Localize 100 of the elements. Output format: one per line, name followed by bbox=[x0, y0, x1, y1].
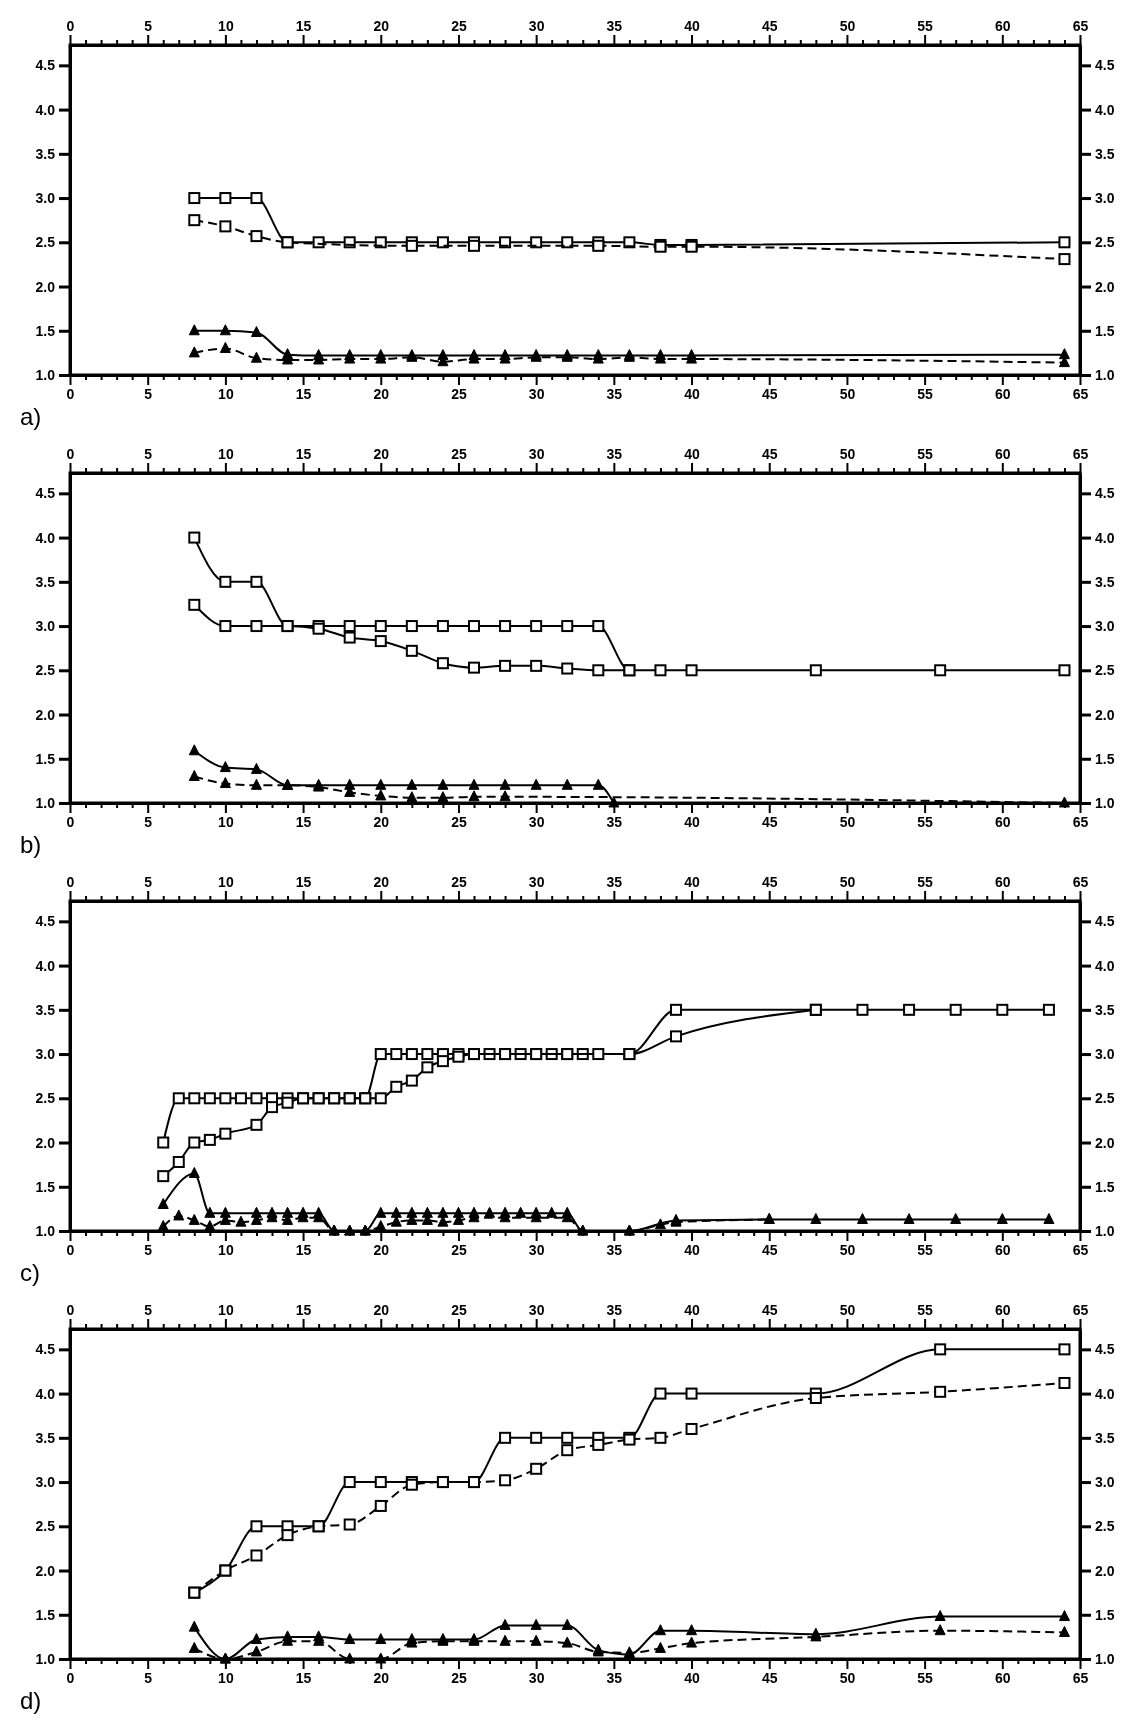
x2-tick-label: 35 bbox=[606, 874, 623, 890]
x-tick-label: 40 bbox=[684, 385, 701, 402]
x2-tick-label: 40 bbox=[684, 874, 701, 890]
y2-tick-label: 3.0 bbox=[1095, 618, 1115, 635]
y-tick-label: 1.0 bbox=[35, 794, 56, 811]
y2-tick-label: 4.5 bbox=[1095, 57, 1115, 74]
y-tick-label: 2.5 bbox=[35, 662, 56, 679]
y-tick-label: 3.5 bbox=[35, 1001, 56, 1018]
y2-tick-label: 3.5 bbox=[1095, 573, 1115, 590]
x2-tick-label: 50 bbox=[839, 1302, 856, 1318]
x2-tick-label: 65 bbox=[1072, 18, 1089, 34]
y2-tick-label: 1.0 bbox=[1095, 1222, 1115, 1239]
x-tick-label: 60 bbox=[995, 1669, 1011, 1686]
y-tick-label: 4.5 bbox=[35, 913, 56, 930]
x2-tick-label: 50 bbox=[839, 18, 856, 34]
x2-tick-label: 45 bbox=[761, 446, 778, 462]
x2-tick-label: 35 bbox=[606, 446, 623, 462]
y-tick-label: 3.0 bbox=[35, 1474, 56, 1491]
x2-tick-label: 30 bbox=[528, 874, 545, 890]
x2-tick-label: 30 bbox=[528, 18, 545, 34]
x-tick-label: 20 bbox=[373, 385, 390, 402]
y2-tick-label: 2.0 bbox=[1095, 1562, 1115, 1579]
x-tick-label: 35 bbox=[606, 1241, 623, 1258]
x-tick-label: 20 bbox=[373, 813, 390, 830]
x2-tick-label: 0 bbox=[66, 446, 75, 462]
x2-tick-label: 5 bbox=[144, 1302, 153, 1318]
y2-tick-label: 4.0 bbox=[1095, 529, 1115, 546]
x-tick-label: 55 bbox=[917, 1241, 934, 1258]
x2-tick-label: 25 bbox=[451, 1302, 467, 1318]
x-tick-label: 65 bbox=[1072, 1241, 1089, 1258]
x-tick-label: 50 bbox=[839, 1669, 856, 1686]
x2-tick-label: 10 bbox=[218, 874, 234, 890]
y2-tick-label: 3.0 bbox=[1095, 190, 1115, 207]
x-tick-label: 10 bbox=[218, 1241, 234, 1258]
x2-tick-label: 45 bbox=[761, 18, 778, 34]
y-tick-label: 3.0 bbox=[35, 1046, 56, 1063]
y-tick-label: 2.0 bbox=[35, 278, 56, 295]
x2-tick-label: 10 bbox=[218, 18, 234, 34]
y2-tick-label: 4.0 bbox=[1095, 101, 1115, 118]
x-tick-label: 45 bbox=[761, 813, 778, 830]
x-tick-label: 60 bbox=[995, 813, 1011, 830]
x2-tick-label: 60 bbox=[995, 1302, 1011, 1318]
y2-tick-label: 2.5 bbox=[1095, 234, 1115, 251]
y2-tick-label: 3.0 bbox=[1095, 1474, 1115, 1491]
x-tick-label: 30 bbox=[528, 385, 545, 402]
x-tick-label: 35 bbox=[606, 813, 623, 830]
y-tick-label: 1.0 bbox=[35, 1650, 56, 1667]
y-tick-label: 2.5 bbox=[35, 234, 56, 251]
y-tick-label: 4.0 bbox=[35, 957, 56, 974]
x2-tick-label: 55 bbox=[917, 446, 934, 462]
y2-tick-label: 1.5 bbox=[1095, 1178, 1115, 1195]
y-tick-label: 4.5 bbox=[35, 57, 56, 74]
y-tick-label: 1.0 bbox=[35, 366, 56, 383]
text: a) bbox=[20, 403, 42, 430]
y2-tick-label: 3.5 bbox=[1095, 145, 1115, 162]
x2-tick-label: 0 bbox=[66, 874, 75, 890]
x2-tick-label: 50 bbox=[839, 874, 856, 890]
y-tick-label: 4.5 bbox=[35, 1341, 56, 1358]
x-tick-label: 25 bbox=[451, 1241, 467, 1258]
x-tick-label: 55 bbox=[917, 385, 934, 402]
x-tick-label: 35 bbox=[606, 1669, 623, 1686]
y-tick-label: 2.0 bbox=[35, 1134, 56, 1151]
x2-tick-label: 20 bbox=[373, 18, 390, 34]
x2-tick-label: 30 bbox=[528, 446, 545, 462]
x2-tick-label: 40 bbox=[684, 1302, 701, 1318]
x-tick-label: 45 bbox=[761, 1241, 778, 1258]
y-tick-label: 2.5 bbox=[35, 1090, 56, 1107]
x2-tick-label: 5 bbox=[144, 18, 153, 34]
x-tick-label: 0 bbox=[66, 385, 75, 402]
y-tick-label: 3.5 bbox=[35, 145, 56, 162]
x2-tick-label: 60 bbox=[995, 446, 1011, 462]
x2-tick-label: 15 bbox=[295, 1302, 312, 1318]
x-tick-label: 45 bbox=[761, 385, 778, 402]
x2-tick-label: 15 bbox=[295, 18, 312, 34]
y-tick-label: 1.5 bbox=[35, 1178, 56, 1195]
x-tick-label: 40 bbox=[684, 1669, 701, 1686]
x-tick-label: 10 bbox=[218, 385, 234, 402]
x2-tick-label: 0 bbox=[66, 18, 75, 34]
x-tick-label: 25 bbox=[451, 385, 467, 402]
text: c) bbox=[20, 1259, 40, 1286]
x2-tick-label: 40 bbox=[684, 446, 701, 462]
x-tick-label: 5 bbox=[144, 1669, 153, 1686]
x-tick-label: 0 bbox=[66, 1241, 75, 1258]
y-tick-label: 1.5 bbox=[35, 750, 56, 767]
x2-tick-label: 55 bbox=[917, 874, 934, 890]
y-tick-label: 4.0 bbox=[35, 1385, 56, 1402]
y-tick-label: 4.5 bbox=[35, 485, 56, 502]
y2-tick-label: 2.0 bbox=[1095, 1134, 1115, 1151]
x-tick-label: 35 bbox=[606, 385, 623, 402]
y2-tick-label: 2.5 bbox=[1095, 1090, 1115, 1107]
y2-tick-label: 4.5 bbox=[1095, 1341, 1115, 1358]
x-tick-label: 25 bbox=[451, 813, 467, 830]
y2-tick-label: 2.5 bbox=[1095, 662, 1115, 679]
y-tick-label: 2.0 bbox=[35, 1562, 56, 1579]
y-tick-label: 1.0 bbox=[35, 1222, 56, 1239]
x-tick-label: 45 bbox=[761, 1669, 778, 1686]
x-tick-label: 10 bbox=[218, 813, 234, 830]
x-tick-label: 55 bbox=[917, 813, 934, 830]
x-tick-label: 30 bbox=[528, 1241, 545, 1258]
text: d) bbox=[20, 1687, 42, 1714]
